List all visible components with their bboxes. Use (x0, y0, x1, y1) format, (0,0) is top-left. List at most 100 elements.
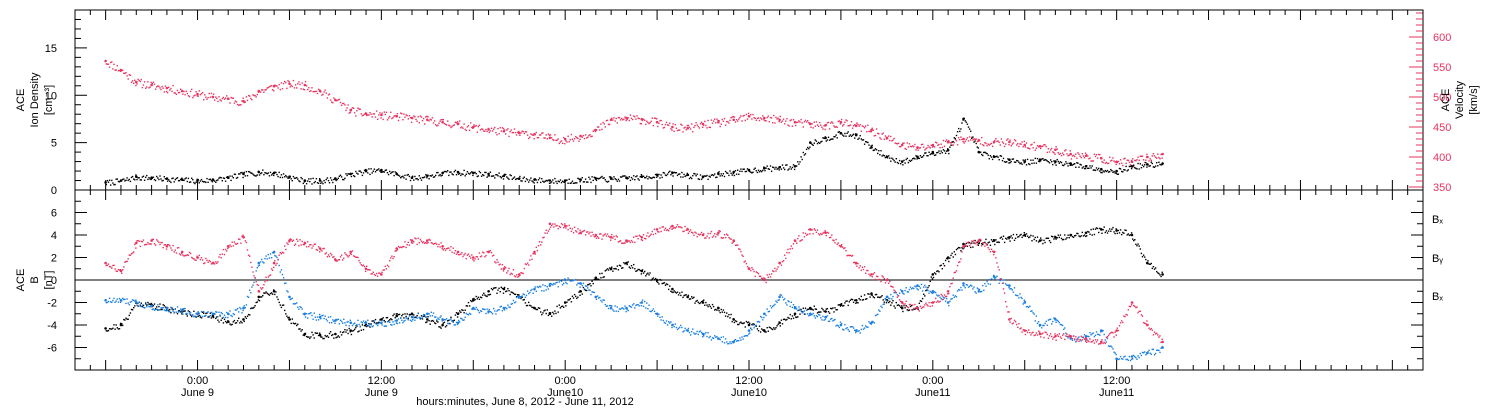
density-series-point (417, 179, 419, 181)
bx-series-point (372, 320, 374, 322)
bz-series-point (755, 271, 757, 273)
velocity-series-point (108, 66, 111, 68)
density-series-point (961, 122, 963, 124)
velocity-series-point (183, 90, 185, 93)
velocity-series-point (313, 90, 315, 93)
velocity-series-point (1114, 161, 1116, 163)
velocity-series-point (633, 115, 635, 117)
density-series-point (385, 169, 388, 171)
by-series-point (715, 336, 717, 338)
density-series-point (679, 173, 681, 175)
by-series-point (999, 279, 1001, 282)
velocity-series-point (305, 85, 308, 87)
by-series-point (1066, 335, 1068, 338)
density-series-point (251, 172, 253, 174)
bx-series-value (824, 310, 827, 313)
velocity-series-value (288, 82, 291, 86)
bx-series-point (848, 301, 850, 303)
bx-series-point (910, 304, 913, 307)
density-series-point (866, 141, 868, 143)
by-series-point (778, 299, 780, 301)
by-series-point (561, 284, 564, 286)
velocity-series-point (370, 113, 372, 115)
density-series-point (243, 171, 245, 174)
by-series-point (839, 321, 842, 323)
bx-series-point (798, 309, 800, 311)
by-series-point (970, 284, 972, 286)
by-series-point (931, 292, 934, 295)
bx-series-point (1103, 226, 1105, 228)
velocity-series-point (214, 99, 216, 101)
velocity-series-value (1115, 160, 1118, 164)
bx-series-point (118, 328, 121, 330)
bx-series-value (1023, 233, 1026, 237)
by-series-value (717, 337, 720, 340)
velocity-series-point (145, 87, 147, 89)
bx-series-point (1057, 234, 1059, 236)
bz-series-point (361, 265, 364, 267)
bx-series-point (1094, 228, 1097, 230)
bx-series-point (159, 303, 161, 305)
density-series-point (114, 183, 116, 186)
by-series-point (463, 319, 465, 321)
velocity-series-point (1079, 155, 1081, 157)
by-series-point (965, 283, 967, 286)
density-series-point (1020, 162, 1022, 164)
density-series-point (683, 173, 685, 176)
bx-series-point (279, 304, 281, 306)
bx-series-point (329, 331, 332, 333)
bz-series-point (742, 255, 744, 257)
bz-series-point (582, 230, 585, 232)
bx-series-point (311, 331, 313, 334)
by-series-value (410, 315, 414, 319)
by-series-point (648, 304, 650, 306)
bx-series-point (851, 298, 854, 301)
bx-series-point (661, 282, 663, 285)
velocity-series-point (603, 123, 605, 125)
bx-series-value (870, 292, 873, 295)
velocity-series-point (952, 144, 954, 146)
by-series-point (613, 310, 615, 312)
by-series-point (752, 324, 754, 326)
velocity-series-point (988, 144, 990, 146)
bx-series-point (223, 318, 226, 320)
density-series-point (973, 141, 975, 143)
by-series-point (754, 325, 756, 327)
velocity-series-point (232, 97, 234, 99)
velocity-series-point (1113, 160, 1115, 162)
bx-series-point (265, 291, 267, 293)
bx-series-point (468, 305, 471, 307)
bx-series-point (276, 296, 278, 298)
bz-series-point (408, 244, 411, 246)
bz-series-point (589, 231, 591, 234)
bz-series-point (336, 260, 338, 262)
bx-series-point (679, 292, 681, 294)
by-series-point (789, 305, 791, 308)
by-series-point (244, 307, 246, 309)
velocity-series-point (898, 145, 901, 148)
bz-series-point (786, 251, 788, 254)
by-series-point (1074, 339, 1076, 341)
bz-series-point (520, 272, 522, 274)
by-series-point (607, 307, 610, 310)
by-series-point (294, 303, 297, 305)
density-series-point (568, 178, 570, 180)
by-series-point (471, 308, 473, 310)
bz-series-point (904, 303, 906, 305)
density-series-point (430, 175, 432, 177)
density-series-point (791, 166, 794, 169)
bx-series-point (262, 294, 264, 297)
bx-series-point (348, 327, 350, 330)
by-series-point (767, 311, 769, 313)
bx-series-point (522, 299, 524, 301)
density-series-point (361, 174, 364, 177)
velocity-series-point (391, 117, 393, 120)
by-series-point (708, 336, 710, 339)
by-series-point (832, 320, 834, 322)
density-series-point (391, 171, 393, 173)
velocity-series-point (479, 129, 482, 131)
by-series-point (313, 312, 315, 314)
density-series-point (323, 179, 325, 182)
density-series-point (186, 180, 188, 183)
